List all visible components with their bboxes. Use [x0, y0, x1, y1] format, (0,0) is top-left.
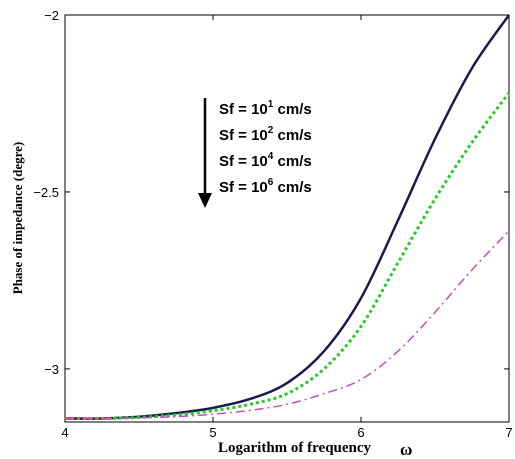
legend-entries: Sf = 101 cm/sSf = 102 cm/sSf = 104 cm/sS… [219, 99, 312, 196]
legend-entry-3: Sf = 104 cm/s [219, 151, 312, 170]
legend-entry-suffix: cm/s [273, 101, 311, 118]
series-line-2 [64, 91, 511, 421]
plot-frame [64, 14, 510, 423]
legend: Sf = 101 cm/sSf = 102 cm/sSf = 104 cm/sS… [198, 98, 312, 208]
series-line-1 [64, 14, 511, 420]
y-tick-label: −3 [44, 362, 59, 377]
axis-ticks [64, 14, 510, 422]
legend-entry-suffix: cm/s [273, 127, 311, 144]
legend-entry-prefix: Sf = 10 [219, 153, 268, 170]
legend-entry-suffix: cm/s [273, 179, 311, 196]
axis-tick-labels: 4 5 6 7 −3 −2.5 −2 [33, 8, 512, 440]
legend-entry-prefix: Sf = 10 [219, 179, 268, 196]
legend-entry-2: Sf = 102 cm/s [219, 125, 312, 144]
series-line-3 [64, 230, 510, 420]
x-tick-label: 6 [357, 425, 364, 440]
legend-entry-4: Sf = 106 cm/s [219, 177, 312, 196]
x-tick-label: 7 [505, 425, 512, 440]
y-tick-label: −2 [44, 8, 59, 23]
x-axis-title: Logarithm of frequency [218, 440, 372, 456]
legend-entry-exponent: 4 [268, 151, 274, 162]
legend-entry-exponent: 6 [268, 177, 274, 188]
legend-entry-1: Sf = 101 cm/s [219, 99, 312, 118]
x-tick-label: 4 [61, 425, 68, 440]
x-tick-label: 5 [209, 425, 216, 440]
legend-entry-prefix: Sf = 10 [219, 127, 268, 144]
x-axis-symbol: ω [400, 440, 412, 459]
legend-entry-exponent: 1 [268, 99, 274, 110]
legend-arrow-head [198, 193, 212, 208]
series-group [64, 14, 511, 421]
legend-entry-exponent: 2 [268, 125, 274, 136]
legend-entry-prefix: Sf = 10 [219, 101, 268, 118]
y-tick-label: −2.5 [33, 185, 59, 200]
legend-entry-suffix: cm/s [273, 153, 311, 170]
y-axis-title: Phase of impedance (degre) [10, 142, 25, 294]
